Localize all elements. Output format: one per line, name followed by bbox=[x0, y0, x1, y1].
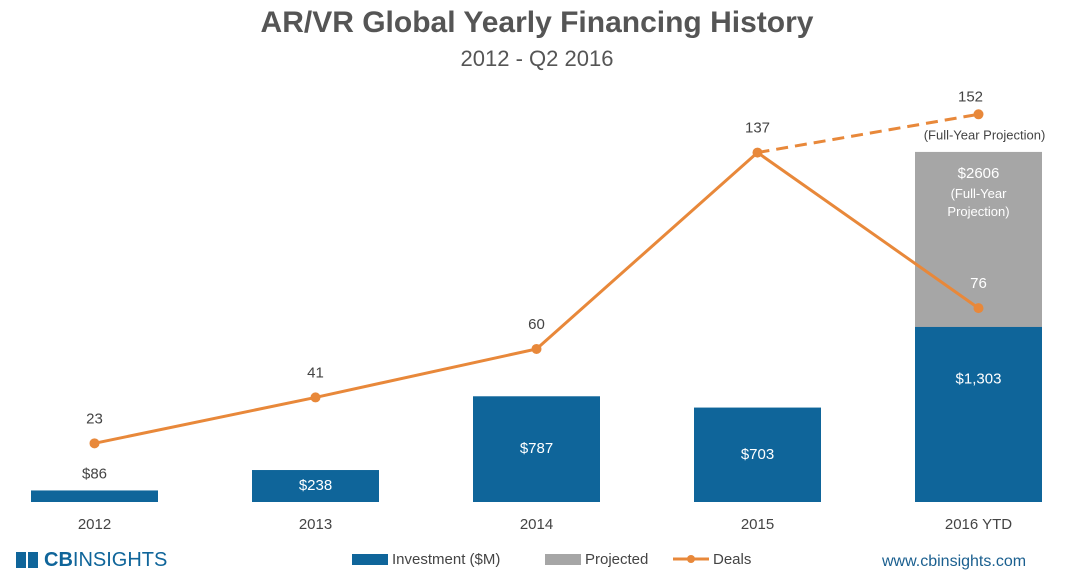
deals-label: 41 bbox=[307, 364, 324, 381]
legend-label: Investment ($M) bbox=[392, 551, 500, 568]
deals-label: 76 bbox=[970, 275, 987, 292]
value-label: $1,303 bbox=[956, 370, 1002, 387]
deals-label: 137 bbox=[745, 120, 770, 137]
chart-title: AR/VR Global Yearly Financing History bbox=[261, 6, 814, 39]
deals-label: 152 bbox=[958, 88, 983, 105]
investment-bar bbox=[473, 396, 600, 502]
x-tick-label: 2013 bbox=[299, 516, 332, 533]
legend-swatch bbox=[545, 554, 581, 565]
legend-label: Deals bbox=[713, 551, 751, 568]
deals-point bbox=[752, 147, 763, 158]
legend-swatch bbox=[352, 554, 388, 565]
investment-bar bbox=[915, 326, 1042, 502]
deals-label: 23 bbox=[86, 410, 103, 427]
x-tick-label: 2012 bbox=[78, 516, 111, 533]
deals-label: 60 bbox=[528, 316, 545, 333]
deals-point bbox=[973, 303, 984, 314]
source: www.cbinsights.com bbox=[881, 553, 1026, 570]
projection-note: (Full-Year Projection) bbox=[947, 185, 1010, 219]
projection-note: (Full-Year Projection) bbox=[924, 128, 1046, 143]
logo-icon bbox=[16, 552, 26, 568]
legend-swatch bbox=[687, 555, 695, 563]
value-label: $86 bbox=[82, 465, 107, 482]
x-tick-label: 2014 bbox=[520, 516, 553, 533]
brand: CBINSIGHTS bbox=[44, 549, 167, 571]
x-tick-label: 2015 bbox=[741, 516, 774, 533]
investment-bar bbox=[31, 490, 158, 502]
investment-bar bbox=[252, 470, 379, 502]
deals-point bbox=[310, 392, 321, 403]
investment-bar bbox=[694, 407, 821, 502]
deals-point bbox=[89, 438, 100, 449]
brand-part: INSIGHTS bbox=[73, 549, 167, 571]
value-label: $787 bbox=[520, 440, 553, 457]
x-tick-label: 2016 YTD bbox=[945, 516, 1012, 533]
chart-subtitle: 2012 - Q2 2016 bbox=[461, 46, 614, 71]
value-label: $703 bbox=[741, 446, 774, 463]
value-label: $2606 bbox=[958, 165, 1000, 182]
logo-icon bbox=[28, 552, 38, 568]
deals-projection-point bbox=[973, 109, 984, 120]
brand-part: CB bbox=[44, 549, 73, 571]
deals-point bbox=[531, 343, 542, 354]
value-label: $238 bbox=[299, 477, 332, 494]
legend-label: Projected bbox=[585, 551, 648, 568]
